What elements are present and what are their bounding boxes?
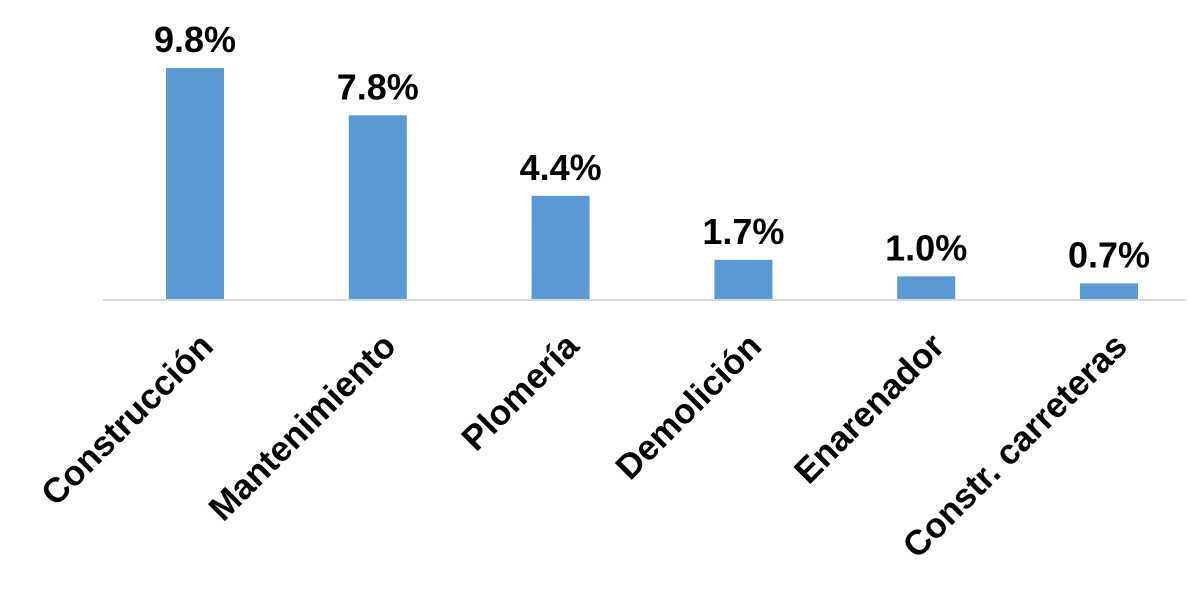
- category-label-1: Mantenimiento: [201, 326, 403, 528]
- category-label-0: Construcción: [34, 326, 221, 513]
- bar-2: [531, 195, 590, 300]
- bar-4: [897, 276, 956, 300]
- category-label-2: Plomería: [454, 326, 586, 458]
- category-label-3: Demolición: [608, 326, 769, 487]
- bar-1: [348, 115, 407, 300]
- bar-3: [714, 259, 773, 300]
- value-label-0: 9.8%: [154, 19, 236, 60]
- bars-group: [166, 68, 1138, 300]
- bar-5: [1080, 283, 1138, 300]
- value-labels-group: 9.8% 7.8% 4.4% 1.7% 1.0% 0.7%: [154, 19, 1150, 275]
- bar-0: [166, 68, 224, 300]
- category-label-4: Enarenador: [787, 326, 952, 491]
- value-label-3: 1.7%: [702, 211, 784, 252]
- value-label-2: 4.4%: [520, 147, 602, 188]
- value-label-5: 0.7%: [1068, 234, 1150, 275]
- value-label-4: 1.0%: [885, 227, 967, 268]
- value-label-1: 7.8%: [337, 66, 419, 107]
